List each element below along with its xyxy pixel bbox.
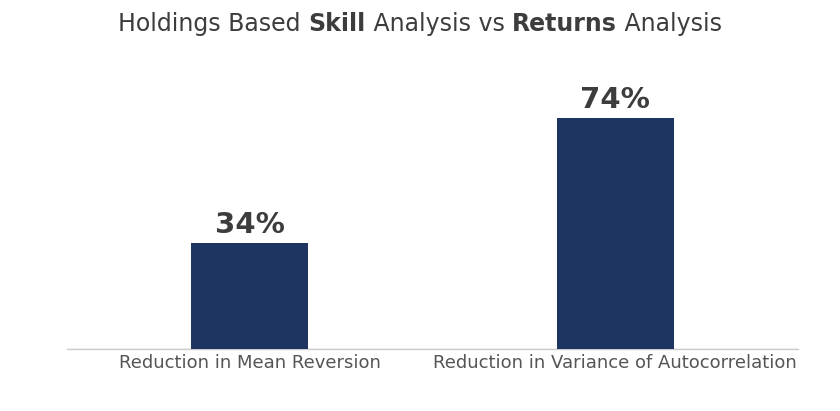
Bar [557,118,674,349]
Text: Skill: Skill [308,12,365,36]
Bar [192,243,308,349]
Text: Holdings Based: Holdings Based [118,12,308,36]
Text: Analysis: Analysis [617,12,722,36]
Text: 74%: 74% [580,86,650,114]
Text: Analysis vs: Analysis vs [365,12,512,36]
Text: 34%: 34% [215,211,285,239]
Text: Returns: Returns [512,12,617,36]
